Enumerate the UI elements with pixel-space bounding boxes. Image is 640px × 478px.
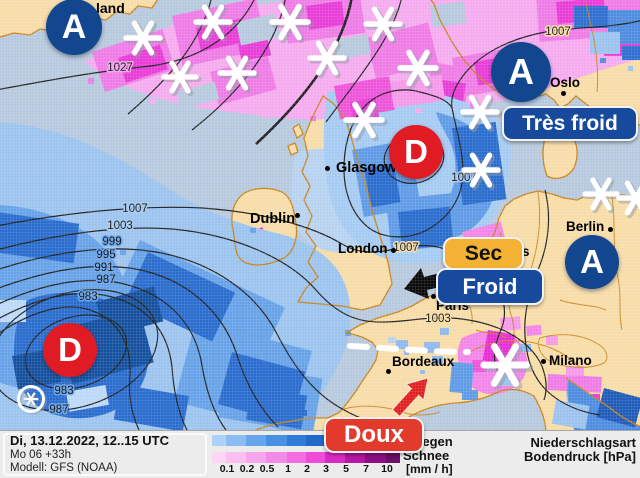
scale-tick: 7: [363, 463, 369, 475]
scale-tick: 1: [285, 463, 291, 475]
model-name-label: Modell: GFS (NOAA): [10, 462, 118, 474]
city-label-oslo: Oslo: [550, 75, 581, 90]
city-label-remnant: s: [522, 244, 530, 259]
isobar-label: 999: [102, 236, 121, 248]
scale-unit-label: [mm / h]: [406, 462, 453, 476]
annotation-sec: Sec: [443, 237, 524, 270]
scale-tick: 2: [304, 463, 310, 475]
snow-scale-bar: [212, 452, 400, 463]
isobar-label: 1003: [107, 220, 133, 232]
high-center-oslo: A: [491, 42, 551, 102]
isobars: [0, 0, 640, 430]
sea-mediterranean: [401, 389, 546, 430]
city-dot-bordeaux: [386, 369, 391, 374]
isobar-label: 1007: [393, 242, 419, 254]
scale-tick: 0.1: [219, 463, 235, 475]
isobar-label: 1003: [425, 313, 451, 325]
city-dot-glasgow: [325, 166, 330, 171]
isobar-label: 991: [94, 262, 113, 274]
scale-tick: 0.2: [239, 463, 255, 475]
city-label-berlin: Berlin: [566, 219, 605, 234]
rain-scale-bar: [212, 435, 400, 446]
isobar-label: 1007: [545, 26, 571, 38]
isobar-label: 1007: [122, 203, 148, 215]
land-denmark: [542, 129, 578, 179]
warm-flow-arrow: [391, 377, 429, 418]
footer-info-frame: [3, 433, 207, 476]
dashed-boundary-line: [347, 343, 471, 355]
scale-tick: 3: [323, 463, 329, 475]
isobar-label: 983: [54, 385, 73, 397]
footer-bar: Di, 13.12.2022, 12..15 UTC Mo 06 +33h Mo…: [0, 430, 640, 478]
scale-tick: 10: [381, 463, 393, 475]
isobar-label: 995: [96, 249, 115, 261]
city-dot-london: [391, 248, 396, 253]
city-label-bordeaux: Bordeaux: [392, 354, 455, 369]
pressure-field-label: Bodendruck [hPa]: [524, 449, 636, 464]
isobar-label: 1027: [107, 62, 133, 74]
city-dot-oslo: [561, 91, 566, 96]
precip-type-label: Niederschlagsart: [530, 435, 637, 450]
vortex-symbol: [17, 385, 47, 415]
scale-tick: 5: [343, 463, 349, 475]
city-label-glasgow: Glasgow: [336, 160, 397, 176]
city-label-milano: Milano: [549, 353, 592, 368]
city-dot-milano: [541, 359, 546, 364]
land-hebrides: [288, 124, 303, 155]
high-center-berlin: A: [565, 235, 619, 289]
isobar-label: 987: [96, 274, 115, 286]
city-dot-dublin: [295, 213, 300, 218]
annotation-tres-froid: Très froid: [502, 106, 638, 141]
city-dot-berlin: [608, 227, 613, 232]
city-dot-paris: [431, 294, 436, 299]
valid-time-label: Di, 13.12.2022, 12..15 UTC: [10, 433, 169, 448]
low-center-scotland: D: [389, 125, 443, 179]
isobar-label: 987: [49, 404, 68, 416]
city-label-london: London: [338, 241, 388, 256]
scale-tick: 0.5: [259, 463, 275, 475]
annotation-froid: Froid: [436, 268, 544, 305]
isobar-label: 983: [78, 291, 97, 303]
region-label-island: land: [96, 0, 125, 16]
low-center-atlantic: D: [43, 323, 97, 377]
high-center-iceland: A: [46, 0, 102, 55]
annotation-doux: Doux: [324, 417, 424, 453]
model-run-label: Mo 06 +33h: [10, 449, 72, 461]
pixel-speckle: [88, 58, 633, 416]
city-label-dublin: Dublin: [250, 211, 296, 227]
